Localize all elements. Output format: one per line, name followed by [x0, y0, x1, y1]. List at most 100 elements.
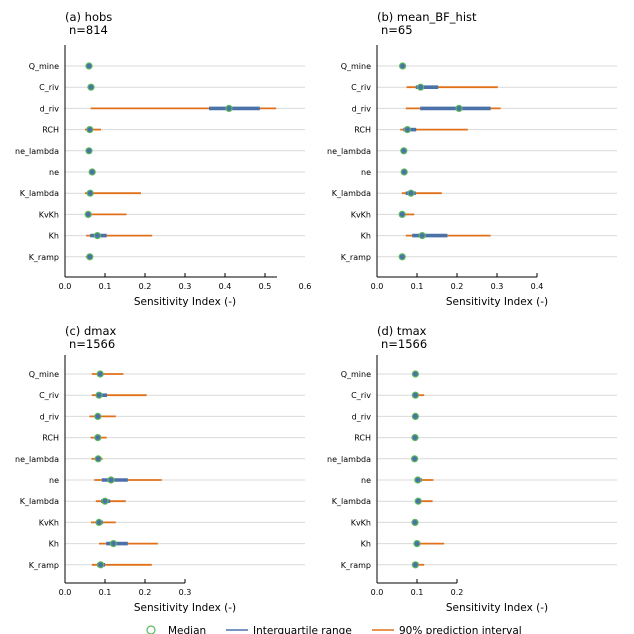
y-tick-label: C_riv	[39, 83, 59, 92]
x-tick-label: 0.5	[259, 282, 272, 291]
median-marker	[407, 189, 415, 197]
median-marker	[107, 476, 115, 484]
x-tick-label: 0.0	[59, 282, 72, 291]
panel-title: (b) mean_BF_hist	[377, 10, 477, 24]
x-tick-label: 0.3	[179, 588, 192, 597]
y-tick-label: ne_lambda	[15, 147, 59, 156]
median-marker	[411, 370, 419, 378]
median-marker	[398, 210, 406, 218]
x-tick-label: 0.6	[299, 282, 312, 291]
median-marker	[87, 83, 95, 91]
y-tick-label: Kh	[361, 540, 371, 549]
y-tick-label: K_ramp	[341, 253, 371, 262]
x-tick-label: 0.2	[139, 588, 152, 597]
median-marker	[403, 126, 411, 134]
y-tick-label: K_lambda	[20, 189, 59, 198]
y-tick-label: K_ramp	[29, 253, 59, 262]
y-tick-label: d_riv	[352, 104, 372, 113]
x-tick-label: 0.0	[371, 282, 384, 291]
legend-median-label: Median	[168, 625, 206, 634]
y-tick-label: KvKh	[351, 210, 371, 219]
median-marker	[414, 476, 422, 484]
y-tick-label: Kh	[49, 232, 59, 241]
x-tick-label: 0.0	[371, 588, 384, 597]
median-marker	[96, 370, 104, 378]
y-tick-label: RCH	[42, 126, 59, 135]
median-marker	[411, 391, 419, 399]
y-tick-label: C_riv	[351, 83, 371, 92]
median-marker	[411, 518, 419, 527]
median-marker	[411, 561, 419, 569]
x-axis-label: Sensitivity Index (-)	[446, 296, 548, 308]
y-tick-label: K_ramp	[341, 561, 371, 570]
y-tick-label: RCH	[354, 126, 371, 135]
median-marker	[455, 104, 463, 113]
y-tick-label: C_riv	[351, 391, 371, 400]
x-tick-label: 0.1	[99, 282, 112, 291]
y-tick-label: K_lambda	[332, 189, 371, 198]
x-tick-label: 0.4	[219, 282, 232, 291]
y-tick-label: d_riv	[352, 412, 372, 421]
legend-iqr-label: Interquartile range	[253, 625, 352, 634]
panel-sample-size: n=1566	[69, 337, 115, 351]
x-tick-label: 0.2	[451, 282, 464, 291]
median-marker	[94, 455, 102, 463]
median-marker	[86, 189, 94, 197]
x-axis-label: Sensitivity Index (-)	[134, 602, 236, 614]
x-tick-label: 0.1	[99, 588, 112, 597]
median-marker	[400, 168, 408, 176]
y-tick-label: Q_mine	[29, 370, 59, 379]
median-marker	[400, 147, 408, 155]
x-tick-label: 0.4	[531, 282, 544, 291]
y-tick-label: ne	[49, 168, 59, 177]
y-tick-label: RCH	[354, 434, 371, 443]
median-marker	[93, 232, 102, 240]
x-tick-label: 0.3	[179, 282, 192, 291]
median-marker	[109, 539, 118, 548]
y-tick-label: Kh	[361, 232, 371, 241]
x-tick-label: 0.1	[411, 282, 424, 291]
legend-median-marker	[146, 625, 156, 634]
median-marker	[225, 104, 233, 113]
median-marker	[84, 210, 92, 218]
median-marker	[94, 412, 102, 420]
median-marker	[411, 412, 419, 420]
x-axis-label: Sensitivity Index (-)	[134, 296, 236, 308]
y-tick-label: ne_lambda	[327, 147, 371, 156]
panel-sample-size: n=65	[381, 23, 413, 37]
median-marker	[95, 391, 103, 399]
median-marker	[101, 497, 109, 505]
y-tick-label: KvKh	[39, 518, 59, 527]
panel-title: (a) hobs	[65, 10, 112, 24]
panel-sample-size: n=814	[69, 23, 108, 37]
x-tick-label: 0.2	[139, 282, 152, 291]
y-tick-label: KvKh	[351, 518, 371, 527]
median-marker	[86, 253, 94, 261]
x-tick-label: 0.2	[451, 588, 464, 597]
x-axis-label: Sensitivity Index (-)	[446, 602, 548, 614]
x-tick-label: 0.3	[491, 282, 504, 291]
panel-sample-size: n=1566	[381, 337, 427, 351]
median-marker	[413, 539, 421, 548]
legend: Median Interquartile range 90% predictio…	[146, 625, 522, 634]
x-tick-label: 0.0	[59, 588, 72, 597]
x-tick-label: 0.1	[411, 588, 424, 597]
y-tick-label: ne_lambda	[15, 455, 59, 464]
y-tick-label: KvKh	[39, 210, 59, 219]
y-tick-label: Kh	[49, 540, 59, 549]
y-tick-label: K_lambda	[20, 497, 59, 506]
median-marker	[398, 253, 406, 261]
median-marker	[94, 434, 102, 442]
y-tick-label: Q_mine	[341, 62, 371, 71]
y-tick-label: d_riv	[40, 104, 60, 113]
y-tick-label: K_lambda	[332, 497, 371, 506]
median-marker	[414, 497, 422, 505]
median-marker	[85, 62, 93, 70]
legend-pi-label: 90% prediction interval	[399, 625, 522, 634]
median-marker	[85, 147, 93, 155]
median-marker	[417, 83, 425, 91]
